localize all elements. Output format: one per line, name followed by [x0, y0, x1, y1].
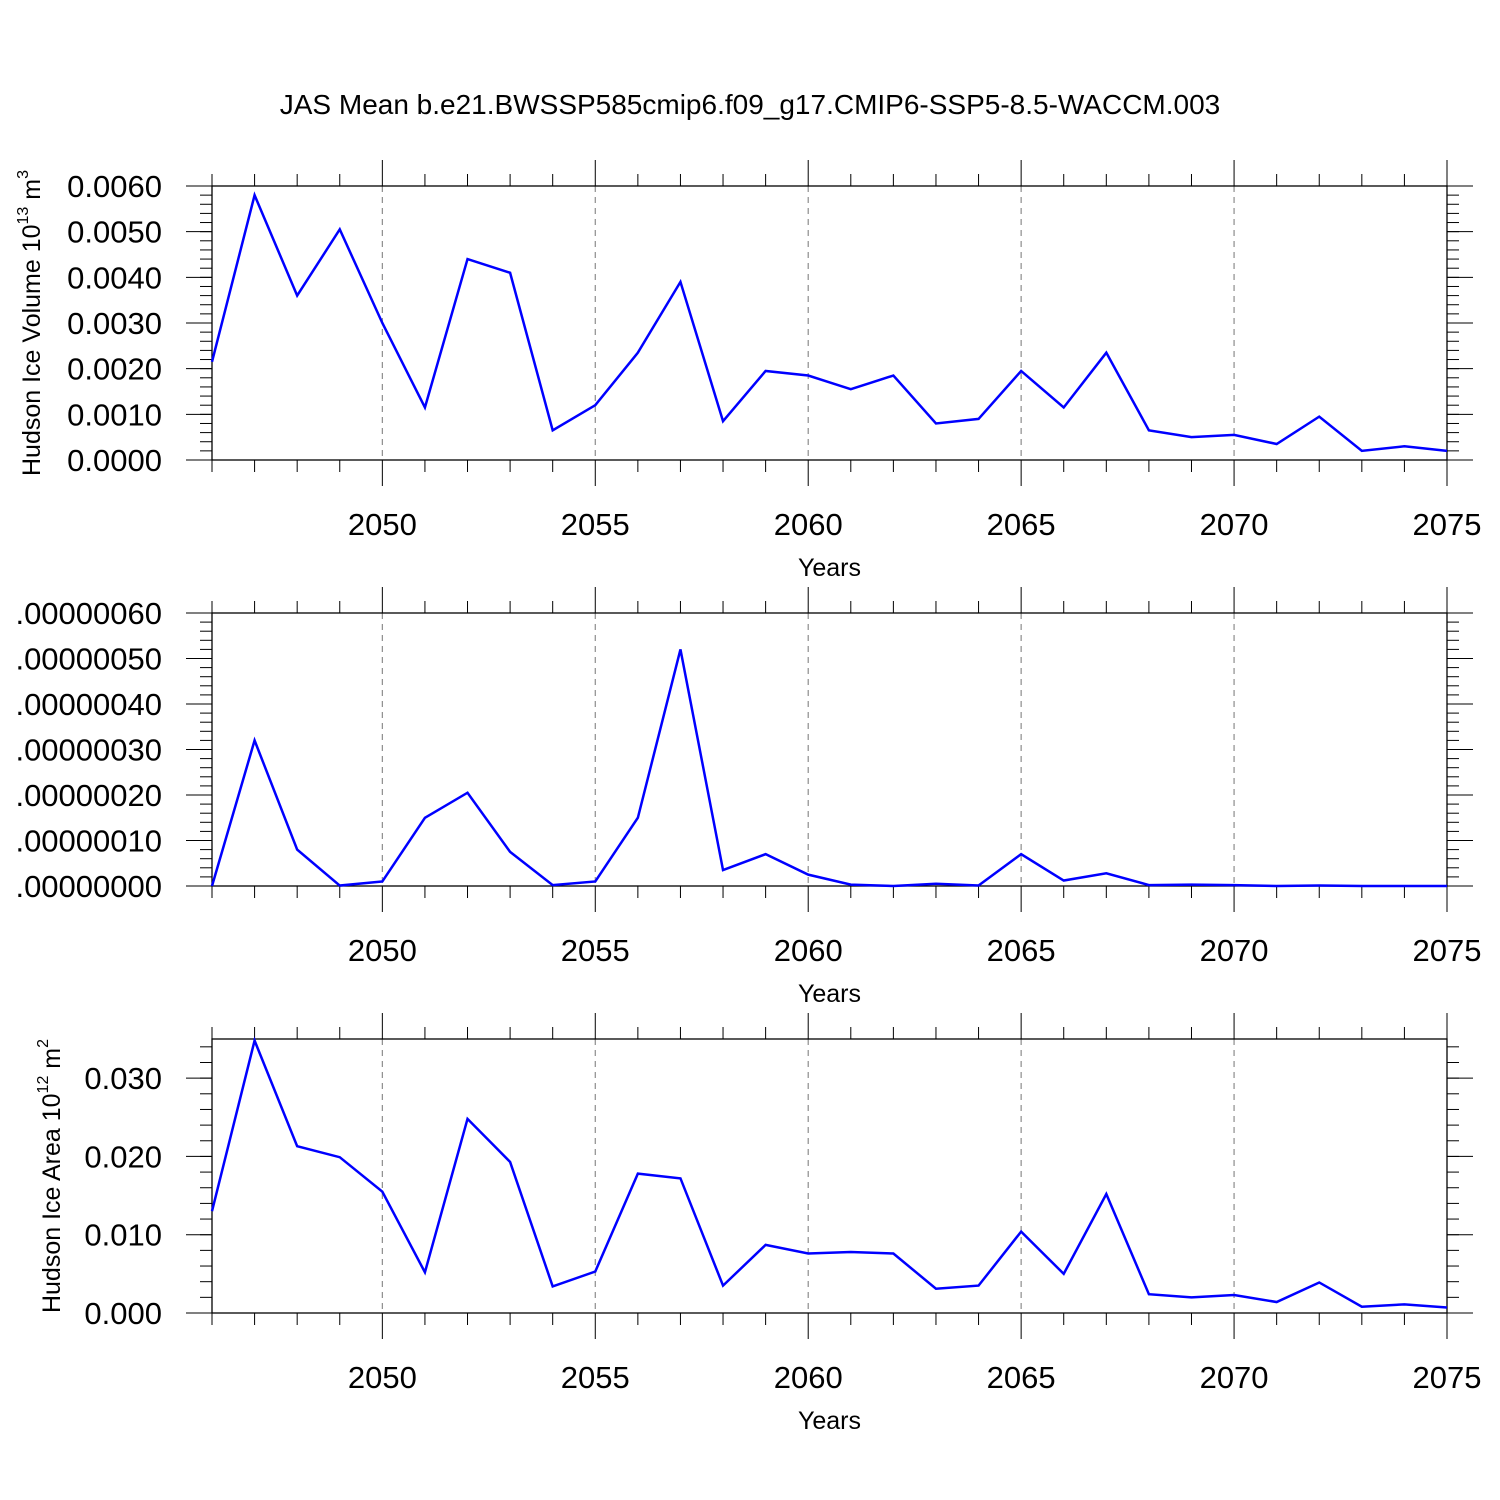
y-tick-label: .00000020 — [15, 778, 162, 813]
plot-frame — [211, 185, 1448, 461]
y-axis-unit-tail: m — [38, 1048, 66, 1076]
x-tick-label: 2075 — [1413, 507, 1482, 542]
x-tick-label: 2065 — [987, 507, 1056, 542]
series-line — [210, 1036, 1448, 1309]
ice-thickness-panel: .00000000 .00000010 .00000020 .00000030 .000… — [15, 587, 1481, 1008]
y-axis-label: Hudson Ice Area 1012 m2 — [35, 1039, 66, 1313]
y-axis-unit-exponent: 12 — [35, 1076, 52, 1094]
y-tick-label: .00000050 — [15, 642, 162, 677]
x-tick-label: 2050 — [348, 933, 417, 968]
x-tick-label: 2050 — [348, 507, 417, 542]
y-tick-label: 0.0050 — [67, 215, 162, 250]
y-tick-label: 0.0000 — [67, 443, 162, 478]
x-tick-label: 2050 — [348, 1360, 417, 1395]
x-tick-label: 2055 — [561, 1360, 630, 1395]
y-tick-label: 0.000 — [84, 1296, 162, 1331]
x-tick-label: 2070 — [1200, 933, 1269, 968]
y-axis-unit-tail-exponent: 2 — [35, 1039, 52, 1048]
y-tick-label: 0.0020 — [67, 352, 162, 387]
y-tick-label: 0.0030 — [67, 306, 162, 341]
y-axis-unit-exponent: 13 — [15, 207, 32, 225]
y-tick-label: .00000060 — [15, 596, 162, 631]
y-tick-label: 0.0010 — [67, 397, 162, 432]
y-tick-label: .00000040 — [15, 687, 162, 722]
x-tick-label: 2065 — [987, 933, 1056, 968]
y-axis-label-text: Hudson Ice Volume 10 — [18, 224, 46, 476]
y-tick-label: 0.0060 — [67, 169, 162, 204]
plot-frame — [211, 1038, 1448, 1314]
y-tick-label: 0.0040 — [67, 260, 162, 295]
x-tick-label: 2075 — [1413, 1360, 1482, 1395]
x-axis-label: Years — [798, 980, 861, 1008]
y-tick-label: .00000030 — [15, 733, 162, 768]
x-tick-label: 2060 — [774, 507, 843, 542]
y-axis-unit-tail-exponent: 3 — [15, 170, 32, 179]
plot-frame — [211, 612, 1448, 887]
x-axis-label: Years — [798, 554, 861, 582]
y-tick-label: 0.010 — [84, 1218, 162, 1253]
ice-area-panel: 0.000 0.010 0.020 0.030 2050 2055 2060 2065 2070… — [35, 1013, 1481, 1435]
y-tick-label: 0.030 — [84, 1061, 162, 1096]
x-tick-label: 2075 — [1413, 933, 1482, 968]
x-tick-label: 2065 — [987, 1360, 1056, 1395]
x-axis-label: Years — [798, 1407, 861, 1435]
series-line — [210, 191, 1448, 453]
x-tick-label: 2070 — [1200, 507, 1269, 542]
x-tick-label: 2070 — [1200, 1360, 1269, 1395]
x-tick-label: 2055 — [561, 933, 630, 968]
y-axis-label: Hudson Ice Volume 1013 m3 — [15, 170, 46, 476]
y-tick-label: 0.020 — [84, 1139, 162, 1174]
x-tick-label: 2055 — [561, 507, 630, 542]
figure-title: JAS Mean b.e21.BWSSP585cmip6.f09_g17.CMI… — [280, 89, 1221, 120]
y-axis-label-text: Hudson Ice Area 10 — [38, 1093, 66, 1313]
ice-volume-panel: 0.0000 0.0010 0.0020 0.0030 0.0040 0.0050 0.00… — [15, 160, 1481, 582]
x-tick-label: 2060 — [774, 1360, 843, 1395]
series-line — [210, 649, 1447, 888]
x-tick-label: 2060 — [774, 933, 843, 968]
y-axis-unit-tail: m — [18, 179, 46, 207]
y-tick-label: .00000000 — [15, 869, 162, 904]
y-tick-label: .00000010 — [15, 824, 162, 859]
